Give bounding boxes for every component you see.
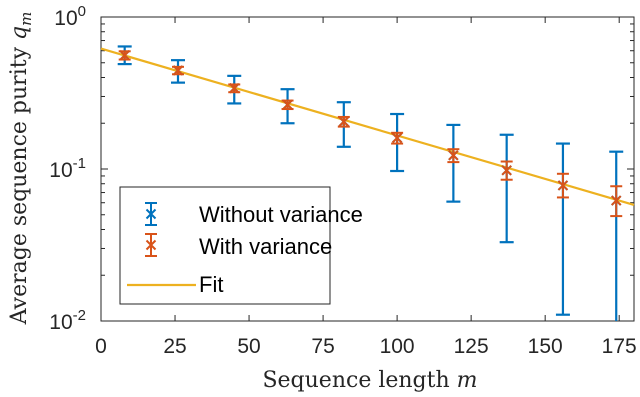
with-variance-point	[501, 165, 512, 176]
series-marks	[100, 45, 635, 321]
without-variance-legend-marker	[145, 208, 157, 220]
with-variance-point	[119, 50, 130, 61]
legend-label-with-variance: With variance	[199, 234, 332, 259]
with-variance-legend-marker	[145, 239, 157, 251]
x-tick-label: 175	[602, 335, 637, 358]
with-variance-point	[229, 83, 240, 94]
x-tick-label: 0	[95, 335, 107, 358]
with-variance-point	[172, 65, 184, 76]
legend-symbols	[127, 202, 196, 287]
x-tick-label: 100	[380, 335, 415, 358]
legend-label-without-variance: Without variance	[199, 202, 363, 227]
y-tick-label: 100	[54, 3, 86, 30]
legend: Without variance With variance Fit	[119, 186, 363, 305]
y-tick-label: 10-1	[49, 155, 86, 182]
y-axis-title: Average sequence purity qm	[7, 12, 35, 326]
x-tick-label: 125	[454, 335, 489, 358]
with-variance-point	[391, 132, 403, 144]
axis-ticks	[100, 16, 634, 322]
with-variance-point	[282, 99, 293, 110]
y-tick-label: 10-2	[49, 307, 86, 334]
fit-line	[100, 47, 635, 207]
x-tick-label: 75	[311, 335, 334, 358]
x-tick-label: 150	[528, 335, 563, 358]
legend-label-fit: Fit	[199, 272, 223, 297]
x-tick-label: 50	[237, 335, 260, 358]
with-variance-point	[448, 150, 459, 161]
x-tick-labels: 0 25 50 75 100 125 150 175	[95, 335, 637, 358]
x-tick-label: 25	[163, 335, 186, 358]
x-axis-title: Sequence length m	[262, 368, 477, 393]
y-tick-labels: 10-2 10-1 100	[49, 3, 86, 334]
with-variance-point	[611, 195, 622, 206]
with-variance-point	[338, 116, 350, 127]
with-variance-point	[557, 180, 569, 191]
